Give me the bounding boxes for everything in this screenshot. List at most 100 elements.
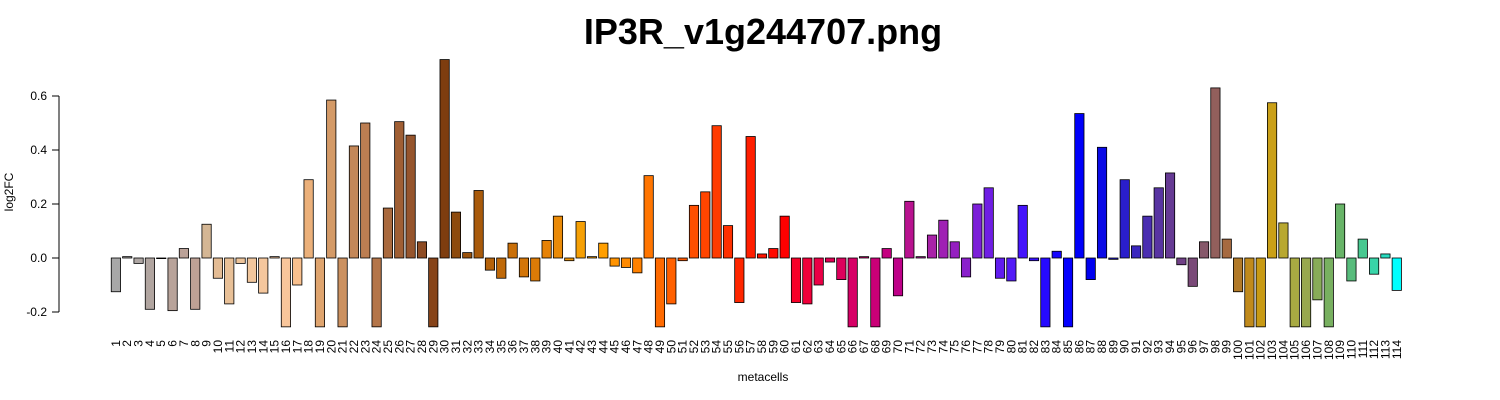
bar-66 <box>847 257 858 328</box>
bar-99 <box>1221 238 1232 259</box>
x-tick-label: 78 <box>982 340 996 354</box>
x-tick-label: 66 <box>846 340 860 354</box>
bar-56 <box>734 257 745 303</box>
bar-43 <box>586 256 598 259</box>
bar-96 <box>1187 257 1198 287</box>
bar-78 <box>983 187 994 259</box>
x-tick-label: 110 <box>1344 340 1358 359</box>
bar-45 <box>609 257 620 267</box>
bar-22 <box>348 145 359 259</box>
x-tick-label: 13 <box>245 340 259 354</box>
bar-12 <box>235 257 246 264</box>
x-tick-label: 49 <box>653 340 667 354</box>
bar-37 <box>518 257 530 278</box>
bar-8 <box>190 257 201 310</box>
bar-83 <box>1040 257 1051 328</box>
x-tick-label: 75 <box>948 340 962 354</box>
x-tick-label: 9 <box>200 340 214 347</box>
x-tick-label: 97 <box>1197 340 1211 354</box>
x-tick-label: 72 <box>914 340 928 354</box>
x-tick-label: 27 <box>404 340 418 354</box>
x-tick-label: 103 <box>1265 340 1279 360</box>
x-tick-label: 50 <box>664 340 678 354</box>
x-tick-label: 18 <box>302 340 316 354</box>
x-tick-label: 15 <box>268 340 282 354</box>
x-tick-label: 92 <box>1140 340 1154 354</box>
x-tick-label: 14 <box>256 340 270 354</box>
bar-64 <box>824 257 836 263</box>
x-tick-label: 52 <box>687 340 701 354</box>
x-tick-label: 84 <box>1050 340 1064 354</box>
x-tick-label: 77 <box>970 340 984 354</box>
y-axis: -0.2 0.0 0.2 0.4 0.6 <box>26 89 60 319</box>
bar-100 <box>1233 257 1244 293</box>
x-tick-label: 4 <box>143 340 157 347</box>
x-tick-label: 96 <box>1186 340 1200 354</box>
bar-113 <box>1380 253 1391 259</box>
x-tick-label: 29 <box>426 340 440 354</box>
bar-86 <box>1074 113 1085 259</box>
bar-84 <box>1051 250 1062 259</box>
bar-74 <box>938 219 949 259</box>
x-tick-label: 87 <box>1084 340 1098 354</box>
bar-87 <box>1085 257 1096 281</box>
x-tick-label: 100 <box>1231 340 1245 360</box>
x-tick-label: 105 <box>1288 340 1302 360</box>
x-tick-label: 7 <box>177 340 191 347</box>
bar-63 <box>813 257 824 286</box>
x-tick-label: 47 <box>630 340 644 354</box>
bar-32 <box>462 252 473 259</box>
bar-5 <box>156 257 167 260</box>
x-tick-label: 45 <box>608 340 622 354</box>
bar-48 <box>643 175 654 259</box>
x-tick-label: 85 <box>1061 340 1075 354</box>
bar-51 <box>677 257 688 262</box>
x-tick-label: 91 <box>1129 340 1143 354</box>
x-tick-label: 88 <box>1095 340 1109 354</box>
bar-111 <box>1357 238 1368 259</box>
bar-77 <box>972 203 983 259</box>
x-tick-label: 28 <box>415 340 429 354</box>
bar-1 <box>110 257 121 293</box>
bar-91 <box>1131 245 1142 259</box>
x-tick-label: 17 <box>290 340 304 354</box>
bar-103 <box>1267 102 1278 259</box>
bar-21 <box>337 257 348 328</box>
x-tick-label: 58 <box>755 340 769 354</box>
x-tick-label: 86 <box>1072 340 1086 354</box>
x-axis: 1234567891011121314151617181920212223242… <box>109 340 1404 360</box>
bar-53 <box>700 191 711 259</box>
x-axis-label: metacells <box>738 370 789 384</box>
x-tick-label: 34 <box>483 340 497 354</box>
bar-46 <box>620 257 632 268</box>
x-tick-label: 111 <box>1356 340 1370 359</box>
x-tick-label: 26 <box>392 340 406 354</box>
x-tick-label: 114 <box>1390 340 1404 359</box>
x-tick-label: 70 <box>891 340 905 354</box>
chart-title: IP3R_v1g244707.png <box>584 11 942 52</box>
bar-81 <box>1017 204 1028 259</box>
x-tick-label: 16 <box>279 340 293 354</box>
bar-28 <box>416 241 427 259</box>
x-tick-label: 41 <box>562 340 576 354</box>
bar-38 <box>530 257 541 282</box>
y-axis-label: log2FC <box>2 172 16 211</box>
x-tick-label: 38 <box>528 340 542 354</box>
x-tick-label: 25 <box>381 340 395 354</box>
x-tick-label: 61 <box>789 340 803 354</box>
bar-33 <box>473 190 484 259</box>
bar-95 <box>1176 257 1187 266</box>
bar-73 <box>926 234 938 259</box>
bar-6 <box>167 257 178 312</box>
x-tick-label: 82 <box>1027 340 1041 354</box>
bar-41 <box>564 257 575 262</box>
x-tick-label: 104 <box>1276 340 1290 360</box>
bar-50 <box>666 257 677 305</box>
x-tick-label: 102 <box>1254 340 1268 360</box>
bar-68 <box>870 257 881 328</box>
bars-group <box>110 59 1402 328</box>
x-tick-label: 89 <box>1106 340 1120 354</box>
x-tick-label: 56 <box>732 340 746 354</box>
x-tick-label: 42 <box>574 340 588 354</box>
